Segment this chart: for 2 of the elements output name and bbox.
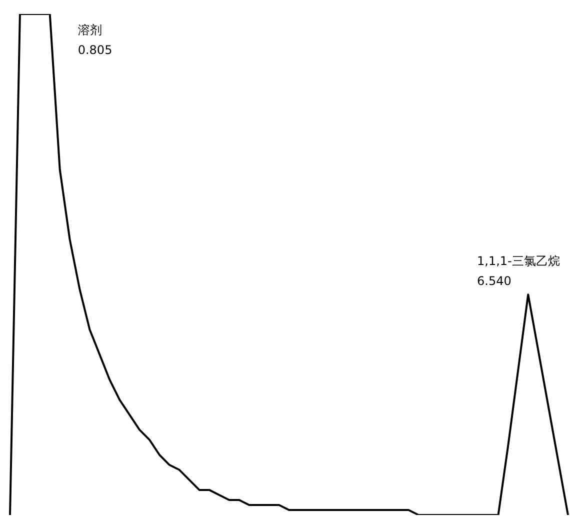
annotation: 溶剂 0.805 xyxy=(78,22,112,59)
annotation: 1,1,1-三氯乙烷 6.540 xyxy=(477,252,560,290)
